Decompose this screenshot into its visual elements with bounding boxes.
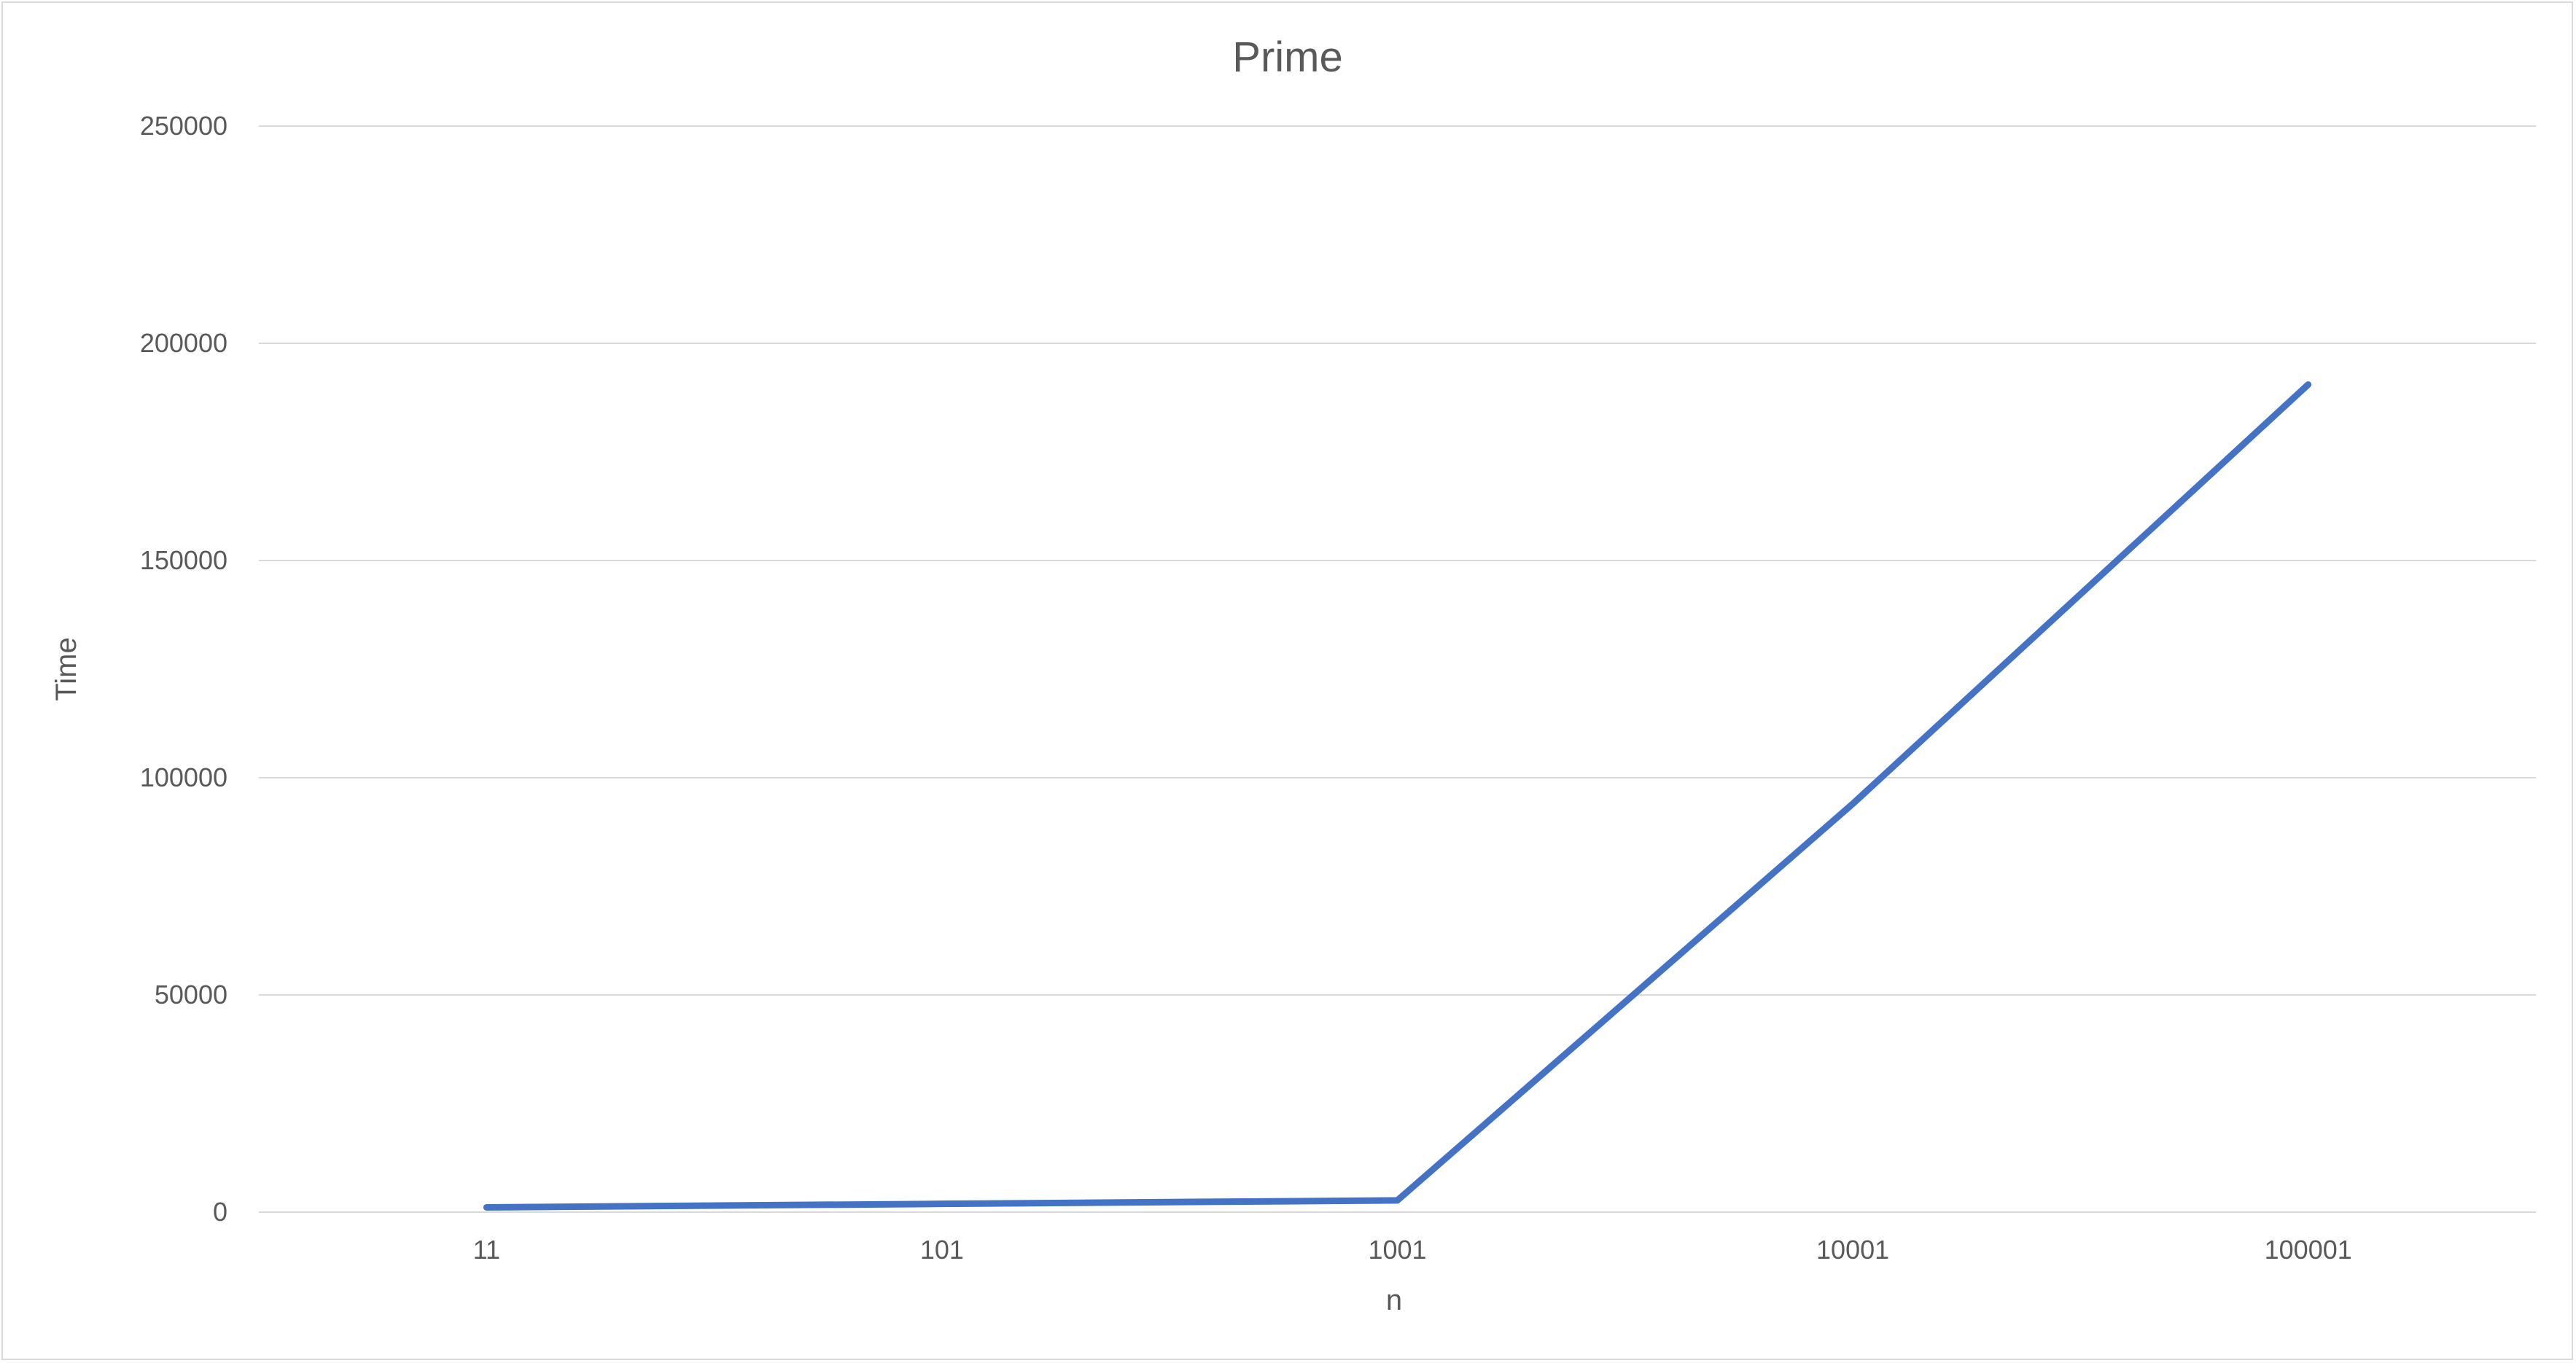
y-tick-label: 50000 bbox=[155, 980, 227, 1009]
y-tick-label: 0 bbox=[213, 1197, 227, 1227]
series-layer bbox=[483, 381, 2312, 1211]
chart-title: Prime bbox=[1232, 34, 1342, 81]
x-tick-label: 11 bbox=[473, 1235, 500, 1265]
gridlines bbox=[259, 125, 2536, 1213]
x-axis-label: n bbox=[1386, 1284, 1402, 1316]
y-tick-label: 100000 bbox=[140, 762, 227, 792]
x-tick-label: 1001 bbox=[1368, 1235, 1426, 1265]
x-tick-label: 101 bbox=[920, 1235, 964, 1265]
x-tick-label: 10001 bbox=[1816, 1235, 1889, 1265]
x-tick-label: 100001 bbox=[2265, 1235, 2352, 1265]
y-tick-label: 150000 bbox=[140, 545, 227, 575]
y-tick-label: 250000 bbox=[140, 111, 227, 141]
y-axis-label: Time bbox=[50, 637, 82, 700]
y-tick-labels: 0 50000 100000 150000 200000 250000 bbox=[140, 111, 227, 1227]
series-line bbox=[483, 381, 2312, 1211]
y-tick-label: 200000 bbox=[140, 328, 227, 358]
x-tick-labels: 11 101 1001 10001 100001 bbox=[473, 1235, 2352, 1265]
